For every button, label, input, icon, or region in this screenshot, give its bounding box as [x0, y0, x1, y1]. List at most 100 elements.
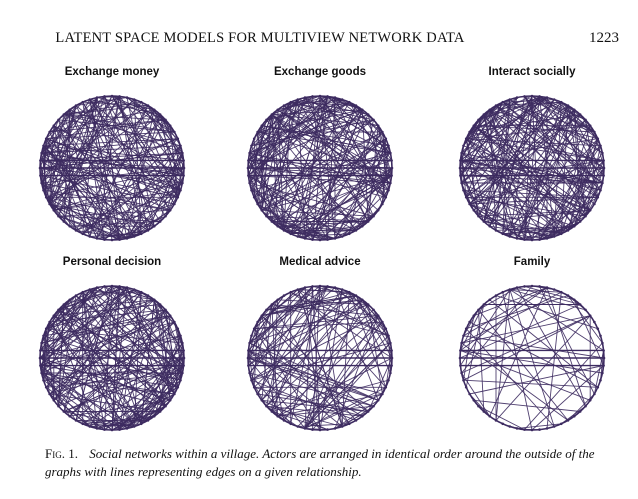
network-edge [473, 125, 586, 217]
actor-node [460, 371, 463, 375]
network-edge [461, 291, 562, 344]
actor-node [523, 428, 526, 431]
network-edge [266, 405, 299, 427]
actor-node [488, 298, 492, 302]
network-edge [271, 114, 313, 240]
network-edge [312, 109, 363, 240]
network-edge [567, 167, 605, 231]
actor-node [303, 96, 307, 99]
network-edge [45, 386, 105, 430]
network-edge [253, 131, 383, 198]
network-edge [111, 386, 179, 431]
network-edge [509, 289, 604, 351]
actor-node [326, 95, 329, 98]
actor-node [153, 414, 156, 418]
actor-node [578, 220, 582, 223]
network-edge [63, 357, 185, 412]
network-edge [271, 221, 336, 239]
network-edge [58, 309, 179, 388]
actor-node [384, 137, 388, 140]
network-edge [49, 105, 77, 205]
network-edge [473, 125, 591, 211]
network-edge [261, 299, 363, 317]
actor-node [146, 294, 150, 297]
network-edge [531, 236, 555, 241]
actor-node [348, 100, 351, 104]
network-edge [524, 342, 603, 430]
actor-node [372, 404, 375, 408]
actor-node [57, 214, 60, 218]
actor-node [387, 334, 390, 338]
network-edge [75, 285, 113, 421]
network-edge [58, 304, 65, 407]
network-edge [271, 285, 321, 412]
actor-node [168, 209, 172, 212]
actor-node [552, 98, 556, 101]
actor-node [179, 378, 182, 382]
actor-node [326, 285, 329, 288]
network-edge [82, 291, 183, 374]
actor-node [40, 371, 43, 375]
network-edge [249, 286, 328, 344]
network-edge [277, 221, 369, 227]
actor-node [588, 124, 592, 127]
network-edge [63, 101, 142, 115]
actor-node [468, 392, 471, 396]
actor-node [179, 334, 182, 338]
network-edge [283, 105, 392, 161]
actor-node [584, 118, 587, 122]
network-edge [89, 99, 171, 211]
network-edge [257, 131, 392, 176]
figure-label: Fig. 1. [45, 446, 78, 461]
actor-node [132, 425, 136, 428]
network-edge [502, 292, 533, 431]
actor-node [158, 113, 162, 116]
actor-node [501, 290, 505, 294]
actor-node [173, 202, 176, 206]
actor-node [387, 144, 390, 148]
network-edge [247, 357, 306, 429]
network-edge [385, 350, 393, 388]
actor-node [164, 214, 167, 218]
network-edge [460, 101, 504, 176]
actor-node [372, 308, 375, 312]
actor-node [303, 237, 307, 240]
actor-node [366, 410, 370, 413]
network-edge [334, 97, 363, 111]
actor-node [372, 118, 375, 122]
actor-node [168, 399, 172, 402]
actor-node [125, 96, 129, 99]
panel-title-personal-decision: Personal decision [62, 256, 162, 268]
actor-node [110, 284, 114, 288]
actor-node [596, 137, 600, 140]
actor-node [361, 298, 364, 302]
network-edge [153, 299, 181, 381]
network-edge [271, 304, 350, 425]
actor-node [515, 286, 519, 289]
network-edge [58, 105, 77, 121]
network-edge [341, 405, 374, 427]
actor-node [173, 130, 176, 134]
actor-node [44, 327, 48, 331]
network-edge [39, 167, 183, 184]
actor-node [596, 196, 600, 199]
network-edge [247, 357, 374, 407]
actor-node [468, 130, 471, 134]
network-edge [290, 215, 374, 235]
actor-node [181, 341, 184, 345]
actor-node [57, 118, 60, 122]
actor-node [81, 232, 84, 236]
actor-node [482, 220, 486, 223]
network-edge [283, 105, 387, 198]
actor-node [381, 130, 384, 134]
running-title: LATENT SPACE MODELS FOR MULTIVIEW NETWOR… [55, 30, 465, 46]
network-edge [126, 287, 166, 407]
network-edge [290, 175, 392, 235]
actor-node [62, 220, 66, 223]
actor-node [459, 159, 462, 162]
network-edge [546, 292, 562, 429]
actor-node [366, 220, 370, 223]
actor-node [311, 95, 314, 98]
actor-node [246, 166, 250, 170]
actor-node [376, 314, 380, 318]
